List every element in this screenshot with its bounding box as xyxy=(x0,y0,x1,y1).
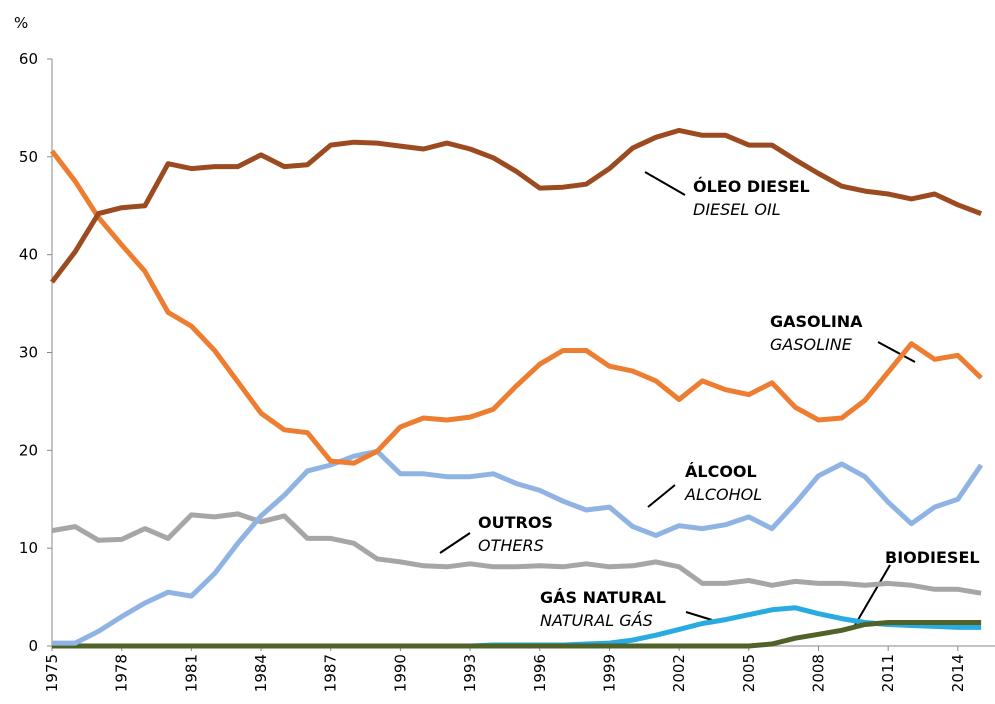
x-tick-label: 1999 xyxy=(600,654,618,692)
y-tick-label: 20 xyxy=(19,441,38,459)
x-tick-label: 2002 xyxy=(670,654,688,692)
x-tick-label: 1984 xyxy=(252,654,270,692)
y-tick-label: 0 xyxy=(28,637,38,655)
y-tick-label: 40 xyxy=(19,246,38,264)
x-tick-label: 1990 xyxy=(391,654,409,692)
series-label-en: ALCOHOL xyxy=(684,485,762,504)
x-tick-label: 1975 xyxy=(43,654,61,692)
x-tick-label: 1981 xyxy=(182,654,200,692)
y-tick-label: 60 xyxy=(19,50,38,68)
series-line xyxy=(51,511,982,596)
x-tick-label: 1987 xyxy=(322,654,340,692)
series-label-en: OTHERS xyxy=(478,536,544,555)
y-tick-label: 50 xyxy=(19,148,38,166)
y-unit: % xyxy=(14,14,28,32)
series-label: GÁS NATURAL xyxy=(540,588,666,607)
x-tick-label: 2014 xyxy=(949,654,967,692)
x-tick-label: 2008 xyxy=(809,654,827,692)
series-line xyxy=(52,620,982,649)
y-tick-label: 10 xyxy=(19,539,38,557)
series-label: GASOLINA xyxy=(770,312,863,331)
y-tick-label: 30 xyxy=(19,344,38,362)
x-tick-label: 1978 xyxy=(113,654,131,692)
x-tick-label: 1993 xyxy=(461,654,479,692)
series-label-en: DIESEL OIL xyxy=(693,200,781,219)
series-label-en: GASOLINE xyxy=(770,335,853,354)
leaders xyxy=(439,171,916,626)
series-label: ÁLCOOL xyxy=(685,462,757,481)
series-label: BIODIESEL xyxy=(885,548,980,567)
series-label-en: NATURAL GÁS xyxy=(540,611,653,630)
x-tick-label: 1996 xyxy=(531,654,549,692)
x-tick-label: 2011 xyxy=(879,654,897,692)
series-line xyxy=(50,149,983,466)
series-line xyxy=(50,127,982,284)
series-line xyxy=(52,448,984,646)
series-label: ÓLEO DIESEL xyxy=(693,177,810,196)
series-label: OUTROS xyxy=(478,513,553,532)
series-line xyxy=(52,605,982,649)
x-tick-label: 2005 xyxy=(740,654,758,692)
